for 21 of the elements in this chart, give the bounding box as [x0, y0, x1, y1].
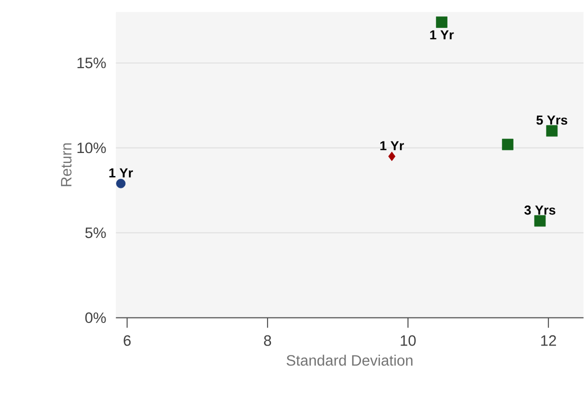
x-tick-label: 10 [400, 335, 416, 346]
y-tick-label: 5% [85, 228, 106, 238]
point [388, 152, 396, 162]
x-tick-label: 8 [264, 335, 272, 346]
x-tick-label: 12 [541, 335, 556, 346]
y-tick-label: 10% [78, 142, 106, 154]
point [116, 179, 126, 188]
annotation: 5 Yrs [536, 116, 568, 125]
y-tick-label: 0% [85, 312, 106, 324]
x-tick-label: 6 [124, 335, 131, 346]
annotation: 1 Yr [380, 141, 404, 150]
x-axis-title: Standard Deviation [286, 354, 412, 366]
y-tick-label: 15% [78, 58, 106, 68]
point [534, 215, 546, 227]
point [546, 125, 558, 137]
point [502, 138, 514, 150]
point [436, 16, 448, 28]
annotation: 1 Yr [430, 30, 454, 40]
annotation: 3 Yrs [524, 206, 556, 215]
annotation: 1 Yr [109, 168, 133, 178]
y-axis-title: Return [61, 144, 72, 186]
